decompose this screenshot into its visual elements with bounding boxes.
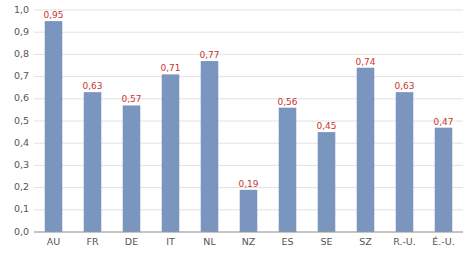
data-labels: 0,95 0,63 0,57 0,71 0,77 0,19 0,56 0,45 0,74 0,63… [43, 10, 453, 189]
bar [45, 21, 63, 232]
grid-line [34, 10, 463, 11]
y-tick-label: 0,6 [14, 92, 29, 103]
x-axis-line [34, 232, 463, 233]
y-tick-label: 0,5 [14, 115, 29, 126]
y-axis: 0,0 0,1 0,2 0,3 0,4 0,5 0,6 0,7 0,8 0,9 1,0 [14, 4, 29, 237]
x-tick-label: FR [86, 236, 98, 247]
y-tick-label: 0,0 [14, 226, 29, 237]
grid-line [34, 232, 463, 233]
x-tick-label: DE [125, 236, 138, 247]
bar [396, 92, 414, 232]
bar [84, 92, 102, 232]
x-tick-label: SZ [359, 236, 372, 247]
x-tick-label: ES [281, 236, 293, 247]
data-label: 0,95 [43, 10, 63, 20]
data-label: 0,77 [199, 50, 219, 60]
y-tick-label: 0,4 [14, 137, 29, 148]
y-tick-label: 0,3 [14, 159, 29, 170]
x-axis: AU FR DE IT NL NZ ES SE SZ R.-U. É.-U. [47, 236, 455, 247]
grid-line [34, 76, 463, 77]
y-tick-label: 1,0 [14, 4, 29, 15]
bar [240, 190, 258, 232]
bar [123, 105, 141, 232]
y-tick-label: 0,8 [14, 48, 29, 59]
data-label: 0,57 [121, 94, 141, 104]
grid [34, 10, 463, 232]
bar [279, 108, 297, 232]
y-tick-label: 0,9 [14, 26, 29, 37]
bar [162, 74, 180, 232]
data-label: 0,71 [160, 63, 180, 73]
grid-line [34, 32, 463, 33]
x-tick-label: IT [166, 236, 175, 247]
data-label: 0,63 [82, 81, 102, 91]
data-label: 0,63 [394, 81, 414, 91]
chart: 0,0 0,1 0,2 0,3 0,4 0,5 0,6 0,7 0,8 0,9 1,0 AU FR DE I… [0, 0, 471, 254]
bars [45, 21, 453, 232]
x-tick-label: NZ [242, 236, 256, 247]
data-label: 0,45 [316, 121, 336, 131]
data-label: 0,47 [433, 117, 453, 127]
data-label: 0,74 [355, 57, 375, 67]
data-label: 0,56 [277, 97, 297, 107]
x-tick-label: SE [320, 236, 332, 247]
bar [201, 61, 219, 232]
y-tick-label: 0,1 [14, 203, 29, 214]
x-tick-label: NL [203, 236, 216, 247]
x-tick-label: É.-U. [432, 236, 454, 247]
y-tick-label: 0,2 [14, 181, 29, 192]
bar [435, 128, 453, 232]
y-tick-label: 0,7 [14, 70, 29, 81]
grid-line [34, 54, 463, 55]
x-tick-label: AU [47, 236, 60, 247]
bar [318, 132, 336, 232]
data-label: 0,19 [238, 179, 258, 189]
bar [357, 68, 375, 232]
x-tick-label: R.-U. [393, 236, 416, 247]
